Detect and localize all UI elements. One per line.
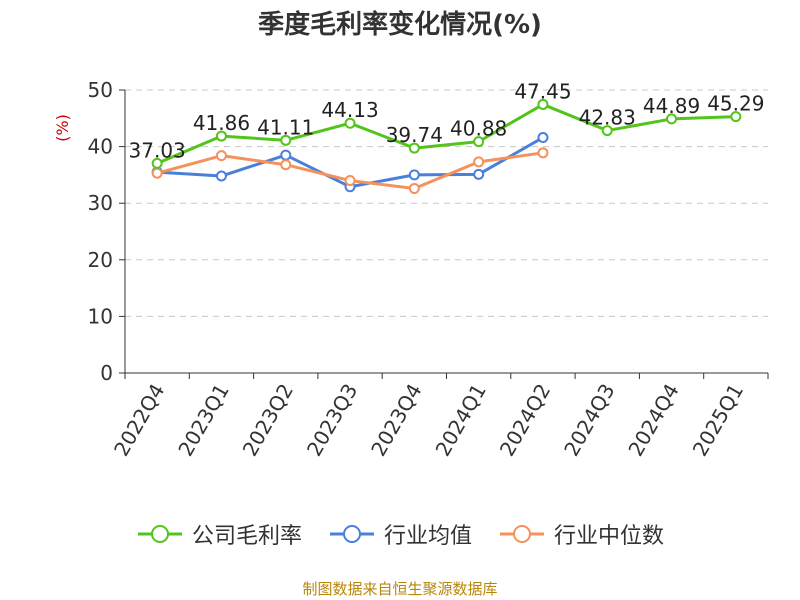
grid-lines	[125, 89, 768, 317]
legend-label: 公司毛利率	[191, 524, 302, 549]
data-point	[601, 125, 613, 137]
data-label: 37.03	[129, 138, 186, 162]
x-tick-label: 2024Q4	[623, 380, 683, 461]
legend-item[interactable]: 行业均值	[328, 518, 472, 550]
data-point	[666, 113, 678, 125]
data-point	[408, 142, 420, 154]
source-note: 制图数据来自恒生聚源数据库	[302, 580, 498, 598]
legend-marker-icon	[329, 525, 374, 543]
x-tick-label: 2025Q1	[688, 380, 748, 461]
data-label: 42.83	[579, 106, 636, 130]
legend-item[interactable]: 公司毛利率	[136, 518, 302, 550]
data-labels: 37.03 41.86 41.11 44.13 39.74 40.88 47.45 42.83…	[129, 79, 765, 162]
data-point	[280, 149, 292, 161]
y-axis-label: (%)	[53, 114, 72, 142]
y-tick-label: 40	[88, 135, 113, 159]
data-point	[215, 170, 227, 182]
legend-marker-icon	[137, 525, 182, 543]
x-tick-label: 2023Q2	[238, 380, 298, 461]
data-point	[151, 167, 163, 179]
data-point	[344, 175, 356, 187]
data-point	[473, 136, 485, 148]
data-label: 41.86	[193, 111, 250, 135]
series-line	[156, 102, 736, 165]
y-tick-label: 10	[88, 304, 113, 328]
data-label: 39.74	[386, 123, 443, 147]
data-point	[537, 147, 549, 159]
data-point	[537, 98, 549, 110]
legend-label: 行业均值	[383, 524, 472, 549]
x-tick-label: 2023Q1	[173, 380, 233, 461]
data-label: 41.11	[257, 115, 314, 139]
x-tick-label: 2023Q4	[366, 380, 426, 461]
x-tick-label: 2024Q1	[431, 380, 491, 461]
x-tick-label: 2024Q3	[559, 380, 619, 461]
legend-item[interactable]: 行业中位数	[498, 518, 664, 550]
data-point	[730, 111, 742, 123]
data-label: 47.45	[514, 79, 571, 103]
data-point	[408, 169, 420, 181]
data-point	[408, 182, 420, 194]
data-point	[473, 168, 485, 180]
legend: 公司毛利率 行业均值 行业中位数	[0, 518, 800, 550]
y-tick-label: 50	[88, 78, 113, 102]
legend-label: 行业中位数	[554, 524, 665, 549]
data-label: 44.13	[321, 98, 378, 122]
data-point	[280, 134, 292, 146]
data-point	[280, 159, 292, 171]
x-tick-label: 2022Q4	[109, 380, 169, 461]
data-label: 45.29	[707, 92, 764, 116]
data-label: 44.89	[643, 94, 700, 118]
legend-marker-icon	[500, 525, 544, 543]
data-point	[215, 150, 227, 162]
y-tick-label: 20	[88, 248, 113, 272]
chart-title: 季度毛利率变化情况(%)	[258, 10, 542, 40]
y-tick-label: 30	[88, 191, 113, 215]
x-tick-label: 2023Q3	[302, 380, 362, 461]
data-point	[344, 117, 356, 129]
x-tick-label: 2024Q2	[495, 380, 555, 461]
series	[151, 98, 742, 194]
data-point	[473, 156, 485, 168]
data-point	[151, 157, 163, 169]
y-tick-label: 0	[100, 361, 113, 385]
data-point	[537, 132, 549, 144]
data-point	[215, 130, 227, 142]
data-label: 40.88	[450, 117, 507, 141]
